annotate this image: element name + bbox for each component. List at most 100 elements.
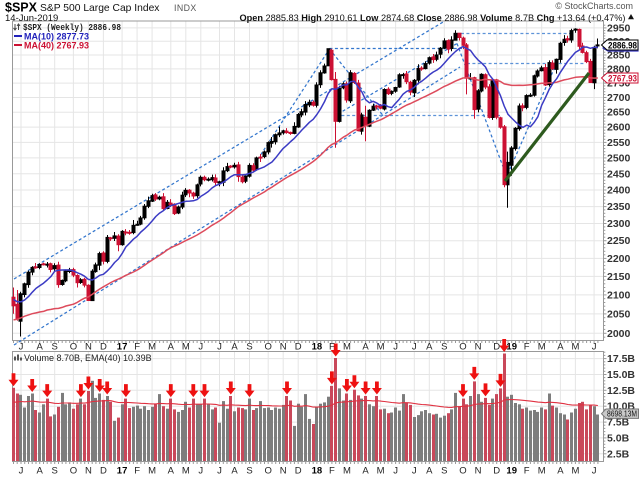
svg-text:F: F xyxy=(524,342,530,353)
svg-text:2886.98: 2886.98 xyxy=(608,40,637,51)
svg-text:18: 18 xyxy=(312,466,323,477)
svg-text:O: O xyxy=(70,466,77,477)
svg-text:MA(40) 2767.93: MA(40) 2767.93 xyxy=(24,41,89,51)
svg-text:2450: 2450 xyxy=(607,168,631,180)
svg-text:A: A xyxy=(557,466,564,477)
svg-text:Volume 8.70B, EMA(40) 10.39B: Volume 8.70B, EMA(40) 10.39B xyxy=(24,353,152,363)
svg-text:A: A xyxy=(362,466,369,477)
svg-text:19: 19 xyxy=(506,342,517,353)
svg-text:D: D xyxy=(295,342,302,353)
svg-text:N: N xyxy=(280,342,287,353)
svg-text:M: M xyxy=(571,466,579,477)
svg-text:A: A xyxy=(168,342,175,353)
svg-text:O: O xyxy=(265,466,272,477)
svg-text:O: O xyxy=(459,342,466,353)
svg-text:M: M xyxy=(538,466,546,477)
svg-text:J: J xyxy=(412,342,417,353)
svg-text:A: A xyxy=(37,466,44,477)
svg-text:S: S xyxy=(441,342,447,353)
svg-text:D: D xyxy=(295,466,302,477)
svg-text:N: N xyxy=(85,466,92,477)
svg-text:A: A xyxy=(557,342,564,353)
svg-text:2800: 2800 xyxy=(607,63,631,75)
svg-text:MA(10) 2877.73: MA(10) 2877.73 xyxy=(24,32,89,42)
svg-text:F: F xyxy=(329,466,335,477)
svg-text:M: M xyxy=(377,466,385,477)
svg-text:2200: 2200 xyxy=(607,253,631,265)
svg-text:2500: 2500 xyxy=(607,152,631,164)
svg-text:M: M xyxy=(148,342,156,353)
svg-text:2000: 2000 xyxy=(607,328,631,340)
svg-text:Open 2885.83 High 2910.61 Low: Open 2885.83 High 2910.61 Low 2874.68 Cl… xyxy=(239,13,625,23)
svg-text:N: N xyxy=(475,342,482,353)
svg-text:M: M xyxy=(377,342,385,353)
svg-text:INDX: INDX xyxy=(174,3,197,13)
svg-text:S: S xyxy=(246,466,252,477)
svg-text:2300: 2300 xyxy=(607,218,631,230)
svg-text:J: J xyxy=(19,466,24,477)
svg-text:7.5B: 7.5B xyxy=(607,417,630,429)
svg-text:M: M xyxy=(343,342,351,353)
svg-text:2850: 2850 xyxy=(607,50,631,62)
svg-text:2100: 2100 xyxy=(607,289,631,301)
svg-text:2250: 2250 xyxy=(607,235,631,247)
svg-text:O: O xyxy=(265,342,272,353)
svg-text:F: F xyxy=(524,466,530,477)
svg-text:A: A xyxy=(362,342,369,353)
svg-text:5.0B: 5.0B xyxy=(607,432,630,444)
svg-text:M: M xyxy=(343,466,351,477)
svg-text:A: A xyxy=(426,466,433,477)
svg-text:A: A xyxy=(37,342,44,353)
svg-text:15.0B: 15.0B xyxy=(607,369,635,381)
svg-text:J: J xyxy=(217,466,222,477)
svg-text:S: S xyxy=(52,466,58,477)
svg-text:S: S xyxy=(52,342,58,353)
svg-text:F: F xyxy=(134,466,140,477)
svg-text:J: J xyxy=(217,342,222,353)
svg-text:S: S xyxy=(441,466,447,477)
svg-text:J: J xyxy=(198,466,203,477)
svg-text:2600: 2600 xyxy=(607,122,631,134)
svg-text:8698.13M: 8698.13M xyxy=(607,409,637,419)
svg-text:2550: 2550 xyxy=(607,137,631,149)
svg-text:N: N xyxy=(85,342,92,353)
svg-text:D: D xyxy=(100,466,107,477)
svg-text:2400: 2400 xyxy=(607,185,631,197)
svg-text:J: J xyxy=(198,342,203,353)
svg-text:J: J xyxy=(393,466,398,477)
svg-text:D: D xyxy=(100,342,107,353)
svg-text:© StockCharts.com: © StockCharts.com xyxy=(555,1,633,11)
svg-text:J: J xyxy=(19,342,24,353)
svg-text:17: 17 xyxy=(117,466,128,477)
svg-text:2.5B: 2.5B xyxy=(607,448,630,460)
svg-text:18: 18 xyxy=(312,342,323,353)
svg-text:2700: 2700 xyxy=(607,92,631,104)
svg-text:M: M xyxy=(538,342,546,353)
svg-text:S: S xyxy=(246,342,252,353)
svg-text:J: J xyxy=(592,466,597,477)
svg-text:2050: 2050 xyxy=(607,308,631,320)
svg-text:D: D xyxy=(493,342,500,353)
svg-text:17: 17 xyxy=(117,342,128,353)
svg-text:M: M xyxy=(571,342,579,353)
svg-text:F: F xyxy=(134,342,140,353)
svg-text:M: M xyxy=(148,466,156,477)
svg-text:J: J xyxy=(412,466,417,477)
svg-text:J: J xyxy=(393,342,398,353)
svg-text:2650: 2650 xyxy=(607,107,631,119)
svg-text:A: A xyxy=(231,466,238,477)
svg-text:O: O xyxy=(70,342,77,353)
svg-text:2950: 2950 xyxy=(607,22,631,34)
svg-text:2350: 2350 xyxy=(607,201,631,213)
svg-text:$SPX: $SPX xyxy=(5,1,38,15)
svg-text:M: M xyxy=(182,466,190,477)
svg-text:19: 19 xyxy=(506,466,517,477)
svg-text:A: A xyxy=(168,466,175,477)
svg-text:A: A xyxy=(426,342,433,353)
svg-text:N: N xyxy=(280,466,287,477)
svg-text:M: M xyxy=(182,342,190,353)
svg-text:14-Jun-2019: 14-Jun-2019 xyxy=(5,13,58,24)
svg-text:12.5B: 12.5B xyxy=(607,385,635,397)
svg-text:2150: 2150 xyxy=(607,271,631,283)
svg-text:N: N xyxy=(475,466,482,477)
